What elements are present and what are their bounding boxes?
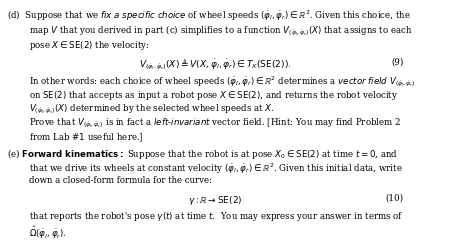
Text: $\gamma: \mathbb{R} \to \mathrm{SE}(2)$: $\gamma: \mathbb{R} \to \mathrm{SE}(2)$ [188, 194, 243, 207]
Text: pose $X \in \mathrm{SE}(2)$ the velocity:: pose $X \in \mathrm{SE}(2)$ the velocity… [29, 39, 150, 52]
Text: (e) $\mathbf{Forward\ kinematics:}$ Suppose that the robot is at pose $X_0 \in \: (e) $\mathbf{Forward\ kinematics:}$ Supp… [7, 147, 398, 161]
Text: down a closed-form formula for the curve:: down a closed-form formula for the curve… [29, 176, 212, 185]
Text: $\hat{\Omega}(\dot{\varphi}_l, \dot{\varphi}_r)$.: $\hat{\Omega}(\dot{\varphi}_l, \dot{\var… [29, 225, 67, 241]
Text: $V_{(\dot{\varphi}_l,\dot{\varphi}_r)}(X)$ determined by the selected wheel spee: $V_{(\dot{\varphi}_l,\dot{\varphi}_r)}(X… [29, 103, 275, 116]
Text: that reports the robot's pose $\gamma(t)$ at time $t$.  You may express your ans: that reports the robot's pose $\gamma(t)… [29, 211, 404, 223]
Text: Prove that $V_{(\dot{\varphi}_l,\dot{\varphi}_r)}$ is in fact a $\it{left\text{-: Prove that $V_{(\dot{\varphi}_l,\dot{\va… [29, 117, 401, 130]
Text: that we drive its wheels at constant velocity $(\dot{\varphi}_l, \dot{\varphi}_r: that we drive its wheels at constant vel… [29, 161, 403, 176]
Text: map $V$ that you derived in part (c) simplifies to a function $V_{(\dot{\varphi}: map $V$ that you derived in part (c) sim… [29, 24, 413, 38]
Text: $V_{(\dot{\varphi}_l,\dot{\varphi}_r)}(X) \triangleq V(X, \dot{\varphi}_l, \dot{: $V_{(\dot{\varphi}_l,\dot{\varphi}_r)}(X… [139, 58, 292, 72]
Text: from Lab $\#1$ useful here.]: from Lab $\#1$ useful here.] [29, 132, 144, 144]
Text: In other words: each choice of wheel speeds $(\dot{\varphi}_l, \dot{\varphi}_r) : In other words: each choice of wheel spe… [29, 74, 416, 89]
Text: (9): (9) [392, 58, 404, 67]
Text: (10): (10) [385, 194, 404, 203]
Text: (d)  Suppose that we $\it{fix\ a\ specific\ choice}$ of wheel speeds $(\dot{\var: (d) Suppose that we $\it{fix\ a\ specifi… [7, 9, 411, 23]
Text: on $\mathrm{SE}(2)$ that accepts as input a robot pose $X \in \mathrm{SE}(2)$, a: on $\mathrm{SE}(2)$ that accepts as inpu… [29, 89, 399, 102]
